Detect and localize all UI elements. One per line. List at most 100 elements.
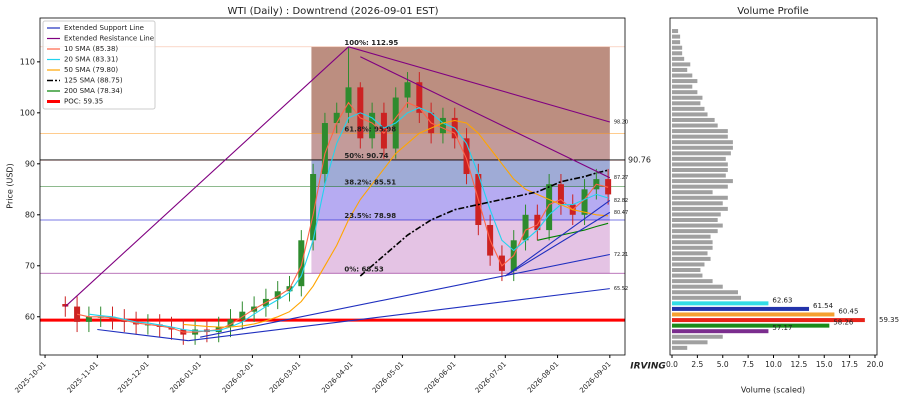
profile-bar xyxy=(672,206,728,211)
line-end-label: 87.27 xyxy=(614,175,628,181)
candle-body xyxy=(581,189,588,215)
candle-body xyxy=(333,112,340,124)
profile-bar xyxy=(672,151,731,156)
support-line xyxy=(188,288,610,342)
profile-bar xyxy=(672,45,683,50)
candle-body xyxy=(310,174,317,241)
profile-bar xyxy=(672,167,728,172)
fib-label: 50%: 90.74 xyxy=(344,152,388,160)
y-tick-label: 70 xyxy=(25,261,35,270)
profile-bar xyxy=(672,245,713,250)
line-end-label: 82.82 xyxy=(614,198,628,204)
y-tick-label: 90 xyxy=(25,159,35,168)
candle-body xyxy=(85,316,92,322)
profile-bar xyxy=(672,106,705,111)
profile-level-bar xyxy=(672,329,769,334)
candle-body xyxy=(557,184,564,205)
support-line xyxy=(504,199,611,277)
fib-label: 23.5%: 78.98 xyxy=(344,212,396,220)
x-tick-label: 5.0 xyxy=(717,360,729,369)
profile-bar xyxy=(672,273,703,278)
candle-body xyxy=(463,138,470,175)
sma-line xyxy=(183,119,609,328)
x-tick-label: 0.0 xyxy=(666,360,678,369)
profile-bar xyxy=(672,345,688,350)
candle-body xyxy=(534,214,541,231)
profile-bar xyxy=(672,162,728,167)
candle-body xyxy=(274,291,281,299)
candle-body xyxy=(62,304,69,307)
profile-level-bar xyxy=(672,301,769,306)
profile-bar xyxy=(672,295,742,300)
y-tick-label: 100 xyxy=(20,108,35,117)
x-tick-label: 17.5 xyxy=(841,360,858,369)
profile-bar xyxy=(672,129,728,134)
resistance-line xyxy=(348,46,610,123)
legend-label: 50 SMA (79.80) xyxy=(64,66,118,74)
line-end-label: 72.21 xyxy=(614,252,628,258)
fib-zone xyxy=(311,46,610,134)
profile-level-label: 59.35 xyxy=(879,316,899,324)
profile-bar xyxy=(672,340,708,345)
legend-label: Extended Support Line xyxy=(64,24,144,32)
profile-bar xyxy=(672,40,681,45)
sma-line xyxy=(88,107,609,332)
plot-frame xyxy=(39,17,626,356)
legend-label: 125 SMA (88.75) xyxy=(64,77,123,85)
profile-bar xyxy=(672,223,723,228)
profile-bar xyxy=(672,140,733,145)
profile-bar xyxy=(672,262,705,267)
profile-bar xyxy=(672,56,685,61)
profile-bar xyxy=(672,84,693,89)
x-tick-label: 7.5 xyxy=(742,360,754,369)
x-tick-label: 12.5 xyxy=(791,360,808,369)
profile-bar xyxy=(672,90,698,95)
plot-area xyxy=(40,46,625,345)
line-end-label: 98.20 xyxy=(614,120,628,126)
profile-bar xyxy=(672,217,718,222)
fib-label: 61.8%: 95.98 xyxy=(344,125,396,133)
fib-label: 0%: 68.53 xyxy=(344,265,383,273)
profile-bar xyxy=(672,268,701,273)
candle-body xyxy=(321,123,328,175)
profile-bar xyxy=(672,195,728,200)
profile-bar xyxy=(672,156,726,161)
profile-bar xyxy=(672,51,683,56)
sma-line xyxy=(359,169,609,277)
support-line xyxy=(505,211,611,277)
support-line xyxy=(97,328,189,342)
candle-body xyxy=(522,214,529,241)
profile-level-bar xyxy=(672,318,865,323)
chart-title: WTI (Daily) : Downtrend (2026-09-01 EST) xyxy=(228,6,439,17)
profile-bar xyxy=(672,290,738,295)
profile-bar xyxy=(672,73,693,78)
legend-box xyxy=(42,20,156,110)
legend: Extended Support Line Extended Resistance… xyxy=(42,20,156,110)
profile-bar xyxy=(672,212,721,217)
profile-bar xyxy=(672,251,708,256)
x-tick-label: 20.0 xyxy=(867,360,884,369)
profile-level-label: 62.63 xyxy=(772,296,792,304)
profile-level-bar xyxy=(672,306,810,311)
y-tick-label: 110 xyxy=(20,57,35,66)
candle-body xyxy=(498,255,505,271)
profile-level-label: 61.54 xyxy=(813,302,834,310)
profile-bar xyxy=(672,256,711,261)
profile-bar xyxy=(672,240,713,245)
profile-bar xyxy=(672,334,723,339)
profile-level-label: 60.45 xyxy=(838,307,858,315)
candle-body xyxy=(345,87,352,113)
watermark: IRVING xyxy=(630,362,666,372)
profile-bar xyxy=(672,123,718,128)
candle-body xyxy=(404,82,411,98)
profile-bar xyxy=(672,145,733,150)
profile-bar xyxy=(672,117,715,122)
resistance-line xyxy=(360,56,611,179)
profile-bar xyxy=(672,234,711,239)
y-axis-label: Price (USD) xyxy=(6,163,15,208)
support-line xyxy=(200,253,610,338)
line-end-label: 80.47 xyxy=(614,210,628,216)
candle-body xyxy=(380,112,387,149)
